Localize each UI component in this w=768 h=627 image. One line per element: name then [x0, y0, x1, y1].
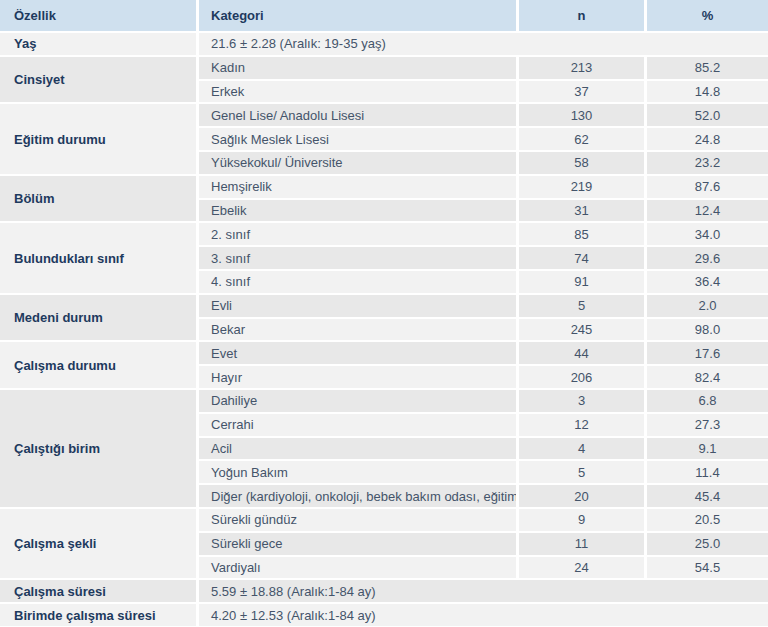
category-cell: 2. sınıf	[199, 223, 516, 245]
demographics-table: Özellik Kategori n % Yaş21.6 ± 2.28 (Ara…	[0, 0, 768, 627]
category-cell: Diğer (kardiyoloji, onkoloji, bebek bakı…	[199, 485, 516, 507]
n-cell: 31	[519, 200, 644, 222]
n-cell: 12	[519, 414, 644, 436]
table-row: Çalışma şekliSürekli gündüz920.5	[0, 509, 768, 531]
n-cell: 85	[519, 223, 644, 245]
feature-cell: Bulundukları sınıf	[0, 223, 196, 292]
category-cell: Genel Lise/ Anadolu Lisesi	[199, 104, 516, 126]
feature-cell: Bölüm	[0, 176, 196, 222]
feature-cell: Çalışma durumu	[0, 342, 196, 388]
pct-cell: 36.4	[647, 271, 768, 293]
table-row: Çalıştığı birimDahiliye36.8	[0, 390, 768, 412]
pct-cell: 34.0	[647, 223, 768, 245]
category-cell: Hayır	[199, 366, 516, 388]
pct-cell: 20.5	[647, 509, 768, 531]
pct-cell: 27.3	[647, 414, 768, 436]
table-row: CinsiyetKadın21385.2	[0, 57, 768, 79]
feature-cell: Birimde çalışma süresi	[0, 604, 196, 626]
category-cell: Vardiyalı	[199, 557, 516, 579]
table-row: Bulundukları sınıf2. sınıf8534.0	[0, 223, 768, 245]
category-cell: Hemşirelik	[199, 176, 516, 198]
n-cell: 5	[519, 295, 644, 317]
n-cell: 74	[519, 247, 644, 269]
n-cell: 20	[519, 485, 644, 507]
table-row: Çalışma süresi5.59 ± 18.88 (Aralık:1-84 …	[0, 580, 768, 602]
category-cell: 5.59 ± 18.88 (Aralık:1-84 ay)	[199, 580, 768, 602]
category-cell: Evli	[199, 295, 516, 317]
n-cell: 130	[519, 104, 644, 126]
n-cell: 5	[519, 461, 644, 483]
pct-cell: 98.0	[647, 319, 768, 341]
category-cell: Ebelik	[199, 200, 516, 222]
feature-cell: Eğitim durumu	[0, 104, 196, 173]
demographics-table-container: Özellik Kategori n % Yaş21.6 ± 2.28 (Ara…	[0, 0, 768, 627]
n-cell: 62	[519, 128, 644, 150]
category-cell: Sürekli gece	[199, 533, 516, 555]
table-row: Eğitim durumuGenel Lise/ Anadolu Lisesi1…	[0, 104, 768, 126]
pct-cell: 17.6	[647, 342, 768, 364]
pct-cell: 87.6	[647, 176, 768, 198]
table-row: Çalışma durumuEvet4417.6	[0, 342, 768, 364]
n-cell: 91	[519, 271, 644, 293]
table-row: Birimde çalışma süresi4.20 ± 12.53 (Aral…	[0, 604, 768, 626]
table-row: Medeni durumEvli52.0	[0, 295, 768, 317]
category-cell: Yüksekokul/ Üniversite	[199, 152, 516, 174]
pct-cell: 82.4	[647, 366, 768, 388]
n-cell: 245	[519, 319, 644, 341]
n-cell: 213	[519, 57, 644, 79]
category-cell: Yoğun Bakım	[199, 461, 516, 483]
pct-cell: 11.4	[647, 461, 768, 483]
pct-cell: 2.0	[647, 295, 768, 317]
col-header-category: Kategori	[199, 0, 516, 31]
feature-cell: Çalışma süresi	[0, 580, 196, 602]
category-cell: 21.6 ± 2.28 (Aralık: 19-35 yaş)	[199, 33, 768, 55]
n-cell: 58	[519, 152, 644, 174]
pct-cell: 24.8	[647, 128, 768, 150]
pct-cell: 25.0	[647, 533, 768, 555]
n-cell: 11	[519, 533, 644, 555]
pct-cell: 29.6	[647, 247, 768, 269]
table-row: Yaş21.6 ± 2.28 (Aralık: 19-35 yaş)	[0, 33, 768, 55]
category-cell: 3. sınıf	[199, 247, 516, 269]
pct-cell: 6.8	[647, 390, 768, 412]
feature-cell: Yaş	[0, 33, 196, 55]
category-cell: Cerrahi	[199, 414, 516, 436]
n-cell: 24	[519, 557, 644, 579]
category-cell: Kadın	[199, 57, 516, 79]
n-cell: 4	[519, 438, 644, 460]
category-cell: Dahiliye	[199, 390, 516, 412]
pct-cell: 23.2	[647, 152, 768, 174]
feature-cell: Çalışma şekli	[0, 509, 196, 578]
category-cell: Acil	[199, 438, 516, 460]
category-cell: Sağlık Meslek Lisesi	[199, 128, 516, 150]
pct-cell: 9.1	[647, 438, 768, 460]
pct-cell: 45.4	[647, 485, 768, 507]
col-header-feature: Özellik	[0, 0, 196, 31]
category-cell: 4. sınıf	[199, 271, 516, 293]
n-cell: 3	[519, 390, 644, 412]
n-cell: 206	[519, 366, 644, 388]
pct-cell: 12.4	[647, 200, 768, 222]
n-cell: 9	[519, 509, 644, 531]
col-header-percent: %	[647, 0, 768, 31]
n-cell: 219	[519, 176, 644, 198]
category-cell: Sürekli gündüz	[199, 509, 516, 531]
pct-cell: 85.2	[647, 57, 768, 79]
header-row: Özellik Kategori n %	[0, 0, 768, 31]
category-cell: Evet	[199, 342, 516, 364]
pct-cell: 52.0	[647, 104, 768, 126]
n-cell: 37	[519, 81, 644, 103]
feature-cell: Medeni durum	[0, 295, 196, 341]
col-header-n: n	[519, 0, 644, 31]
n-cell: 44	[519, 342, 644, 364]
table-row: BölümHemşirelik21987.6	[0, 176, 768, 198]
feature-cell: Cinsiyet	[0, 57, 196, 103]
category-cell: 4.20 ± 12.53 (Aralık:1-84 ay)	[199, 604, 768, 626]
pct-cell: 54.5	[647, 557, 768, 579]
feature-cell: Çalıştığı birim	[0, 390, 196, 507]
category-cell: Erkek	[199, 81, 516, 103]
category-cell: Bekar	[199, 319, 516, 341]
pct-cell: 14.8	[647, 81, 768, 103]
